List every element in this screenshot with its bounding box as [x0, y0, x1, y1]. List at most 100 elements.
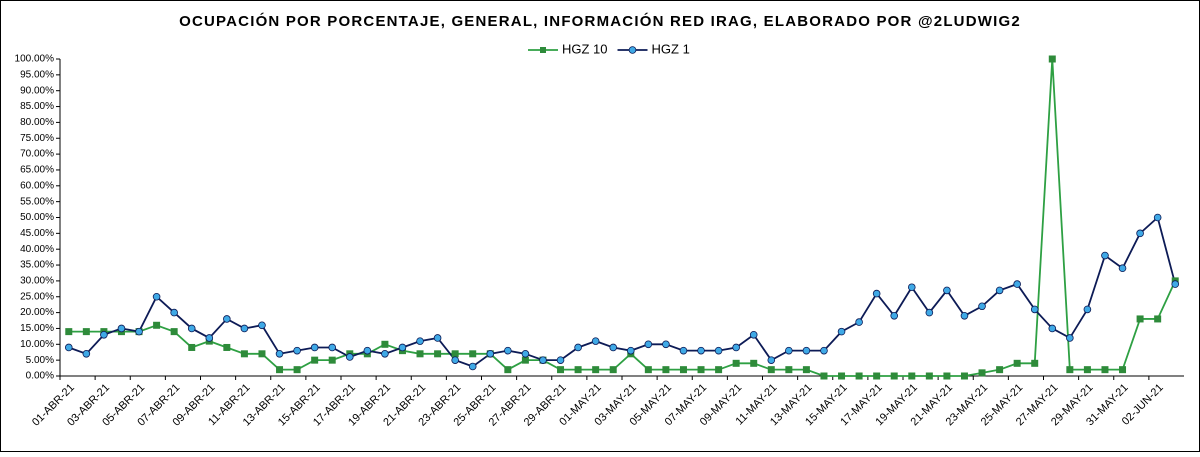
data-point: [153, 321, 161, 329]
y-tick-label: 100.00%: [15, 54, 55, 65]
data-point: [556, 356, 565, 364]
data-point: [697, 366, 705, 374]
data-point: [240, 350, 248, 358]
data-point: [1048, 55, 1056, 63]
data-point: [65, 328, 73, 336]
data-point: [732, 343, 740, 352]
data-point: [697, 346, 705, 355]
y-tick-label: 30.00%: [20, 276, 54, 287]
data-point: [363, 346, 372, 355]
data-point: [714, 346, 723, 355]
y-tick-label: 25.00%: [20, 291, 54, 302]
series-line: [68, 58, 1177, 377]
data-point: [679, 346, 688, 355]
data-point: [785, 366, 793, 374]
data-point: [838, 372, 846, 380]
data-point: [64, 343, 73, 352]
data-point: [872, 289, 881, 298]
data-point: [1119, 366, 1127, 374]
y-tick-label: 75.00%: [20, 133, 54, 144]
y-tick-label: 65.00%: [20, 165, 54, 176]
data-point: [732, 359, 740, 367]
data-point: [591, 337, 600, 345]
data-point: [767, 366, 775, 374]
data-point: [223, 315, 231, 323]
y-tick-label: 90.00%: [20, 85, 54, 96]
data-point: [311, 356, 319, 364]
data-point: [609, 343, 618, 352]
data-point: [434, 350, 442, 358]
data-point: [679, 366, 687, 374]
y-tick-label: 0.00%: [26, 371, 54, 382]
data-point: [644, 366, 652, 374]
y-tick-label: 70.00%: [20, 149, 54, 160]
series-line: [68, 215, 1177, 368]
data-point: [1066, 334, 1074, 342]
y-tick-label: 40.00%: [20, 244, 54, 255]
data-point: [310, 343, 319, 352]
legend-marker: [628, 46, 637, 54]
data-point: [1101, 366, 1109, 374]
data-point: [1013, 359, 1021, 367]
data-point: [644, 340, 653, 349]
y-tick-label: 55.00%: [20, 196, 54, 207]
data-point: [767, 356, 776, 364]
data-point: [1118, 264, 1127, 273]
y-tick-label: 10.00%: [20, 339, 54, 350]
data-point: [960, 311, 969, 320]
data-point: [802, 346, 811, 355]
data-point: [1083, 305, 1092, 314]
data-point: [135, 327, 143, 336]
data-point: [802, 366, 810, 374]
y-tick-label: 95.00%: [20, 69, 54, 80]
data-point: [995, 286, 1004, 295]
data-point: [258, 350, 266, 358]
data-point: [1171, 280, 1180, 288]
data-point: [1083, 366, 1091, 374]
data-point: [750, 359, 758, 367]
data-point: [907, 283, 916, 292]
data-point: [715, 366, 723, 374]
data-point: [276, 366, 284, 374]
data-point: [820, 372, 828, 380]
data-point: [188, 343, 196, 351]
data-point: [486, 350, 495, 358]
data-point: [890, 372, 898, 380]
data-point: [117, 324, 126, 333]
data-point: [890, 311, 899, 320]
legend-marker: [540, 47, 546, 53]
data-point: [100, 330, 108, 339]
data-point: [187, 324, 196, 333]
data-point: [943, 372, 951, 380]
data-point: [785, 346, 793, 355]
data-point: [1048, 324, 1057, 333]
data-point: [820, 346, 828, 355]
data-point: [469, 350, 477, 358]
data-point: [398, 343, 407, 352]
data-point: [662, 366, 670, 374]
data-point: [293, 346, 301, 355]
data-point: [170, 308, 178, 317]
data-point: [996, 366, 1004, 374]
data-point: [960, 372, 968, 380]
data-point: [1136, 315, 1144, 323]
data-point: [504, 346, 512, 355]
y-tick-label: 50.00%: [20, 212, 54, 223]
y-tick-label: 85.00%: [20, 101, 54, 112]
data-point: [381, 340, 389, 348]
data-point: [1154, 315, 1162, 323]
y-tick-label: 80.00%: [20, 117, 54, 128]
data-point: [521, 350, 530, 358]
data-point: [943, 286, 951, 295]
data-point: [626, 346, 635, 355]
y-tick-label: 60.00%: [20, 180, 54, 191]
data-point: [855, 318, 863, 326]
y-tick-label: 45.00%: [20, 228, 54, 239]
data-point: [152, 292, 161, 301]
data-point: [170, 328, 178, 336]
chart-title: OCUPACIÓN POR PORCENTAJE, GENERAL, INFOR…: [179, 12, 1021, 30]
data-point: [662, 340, 670, 349]
y-tick-label: 20.00%: [20, 307, 54, 318]
data-point: [1031, 359, 1039, 367]
